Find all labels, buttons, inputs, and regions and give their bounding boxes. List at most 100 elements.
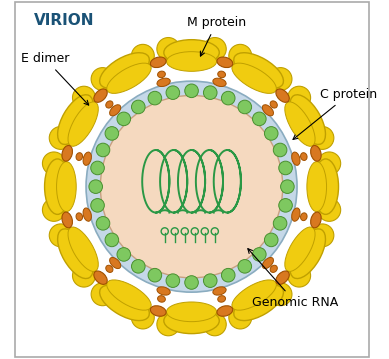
Circle shape [203,313,226,336]
Ellipse shape [107,63,151,93]
Text: M protein: M protein [187,16,246,56]
Circle shape [252,248,266,261]
Circle shape [49,126,72,149]
Circle shape [157,38,180,60]
Circle shape [166,274,180,288]
Ellipse shape [106,101,113,108]
Ellipse shape [157,287,170,295]
Ellipse shape [313,159,338,214]
Circle shape [131,306,154,329]
Text: Genomic RNA: Genomic RNA [248,249,338,309]
Circle shape [318,199,341,222]
Ellipse shape [301,213,307,221]
Circle shape [91,199,104,212]
Ellipse shape [62,212,72,228]
Text: E dimer: E dimer [21,52,89,105]
Circle shape [252,112,266,126]
Ellipse shape [292,208,300,221]
Circle shape [100,95,283,278]
Circle shape [318,152,341,175]
Circle shape [203,274,217,288]
Ellipse shape [83,152,91,165]
Ellipse shape [56,162,76,212]
Ellipse shape [166,52,217,71]
Circle shape [131,260,145,273]
Ellipse shape [76,153,82,160]
Circle shape [269,67,292,90]
Ellipse shape [270,265,277,272]
Circle shape [96,216,110,230]
Circle shape [91,283,114,306]
Ellipse shape [166,302,217,322]
Ellipse shape [76,213,82,221]
Circle shape [72,264,95,287]
Circle shape [72,86,95,109]
Circle shape [117,248,131,261]
Circle shape [157,313,180,336]
FancyBboxPatch shape [14,3,368,356]
Ellipse shape [290,95,326,144]
Ellipse shape [218,71,226,78]
Circle shape [42,152,65,175]
Circle shape [311,224,334,247]
Ellipse shape [164,40,219,65]
Ellipse shape [151,306,166,316]
Ellipse shape [232,280,276,310]
Ellipse shape [58,95,93,144]
Circle shape [265,127,278,140]
Circle shape [229,306,252,329]
Ellipse shape [276,271,289,284]
Ellipse shape [232,63,276,93]
Text: C protein: C protein [293,88,377,139]
Circle shape [131,100,145,114]
Ellipse shape [157,78,170,87]
Circle shape [105,127,119,140]
Circle shape [131,45,154,67]
Ellipse shape [218,296,226,302]
Circle shape [86,81,297,292]
Circle shape [280,180,294,194]
Circle shape [265,233,278,247]
Ellipse shape [276,89,289,102]
Circle shape [89,180,103,194]
Ellipse shape [68,102,98,146]
Ellipse shape [68,227,98,271]
Ellipse shape [151,57,166,67]
Circle shape [203,38,226,60]
Circle shape [91,67,114,90]
Circle shape [185,276,198,289]
Ellipse shape [58,229,93,279]
Ellipse shape [292,152,300,165]
Ellipse shape [290,229,326,279]
Ellipse shape [301,153,307,160]
Ellipse shape [311,212,321,228]
Ellipse shape [106,265,113,272]
Ellipse shape [158,296,165,302]
Circle shape [42,199,65,222]
Ellipse shape [217,57,233,67]
Ellipse shape [217,306,233,316]
Ellipse shape [285,102,315,146]
Circle shape [273,143,287,157]
Ellipse shape [100,285,149,321]
Ellipse shape [110,105,121,116]
Circle shape [269,283,292,306]
Ellipse shape [234,285,284,321]
Ellipse shape [83,208,91,221]
Circle shape [148,269,162,282]
Circle shape [238,100,252,114]
Ellipse shape [234,53,284,88]
Circle shape [105,233,119,247]
Circle shape [229,45,252,67]
Circle shape [279,199,293,212]
Circle shape [238,260,252,273]
Ellipse shape [107,280,151,310]
Circle shape [185,84,198,98]
Circle shape [203,86,217,99]
Ellipse shape [270,101,277,108]
Ellipse shape [94,89,107,102]
Ellipse shape [213,78,226,87]
Circle shape [311,126,334,149]
Ellipse shape [213,287,226,295]
Circle shape [288,86,310,109]
